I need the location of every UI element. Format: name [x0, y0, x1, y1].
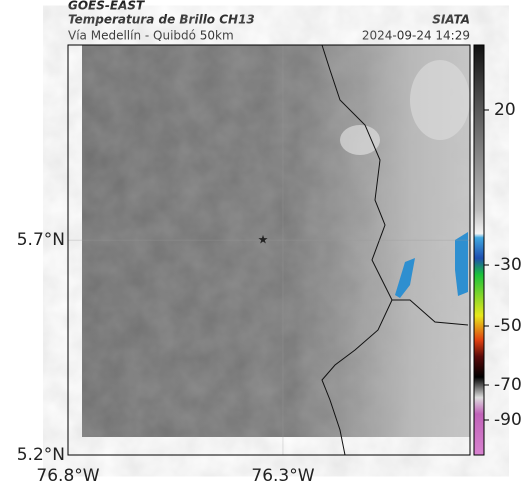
y-tick-label: 5.7°N	[17, 230, 65, 250]
colorbar	[473, 44, 485, 456]
y-tick-label: 5.2°N	[17, 445, 65, 465]
title: Temperatura de Brillo CH13	[68, 13, 255, 27]
timestamp: 2024-09-24 14:29	[362, 29, 470, 43]
colorbar-tick-label: -70	[494, 375, 522, 395]
subtitle: Vía Medellín - Quibdó 50km	[68, 29, 234, 43]
satellite-image	[82, 45, 470, 437]
agency: SIATA	[432, 13, 470, 27]
source: GOES-EAST	[68, 0, 145, 13]
location-marker: ★	[258, 233, 269, 247]
x-tick-label: 76.8°W	[36, 466, 99, 486]
border	[321, 44, 469, 456]
colorbar-tick-label: -30	[494, 255, 522, 275]
x-tick-label: 76.3°W	[251, 466, 314, 486]
colorbar-tick-label: -50	[494, 316, 522, 336]
map-border	[67, 44, 471, 456]
colorbar-tick-label: 20	[494, 100, 516, 120]
colorbar-tick-label: -90	[494, 410, 522, 430]
